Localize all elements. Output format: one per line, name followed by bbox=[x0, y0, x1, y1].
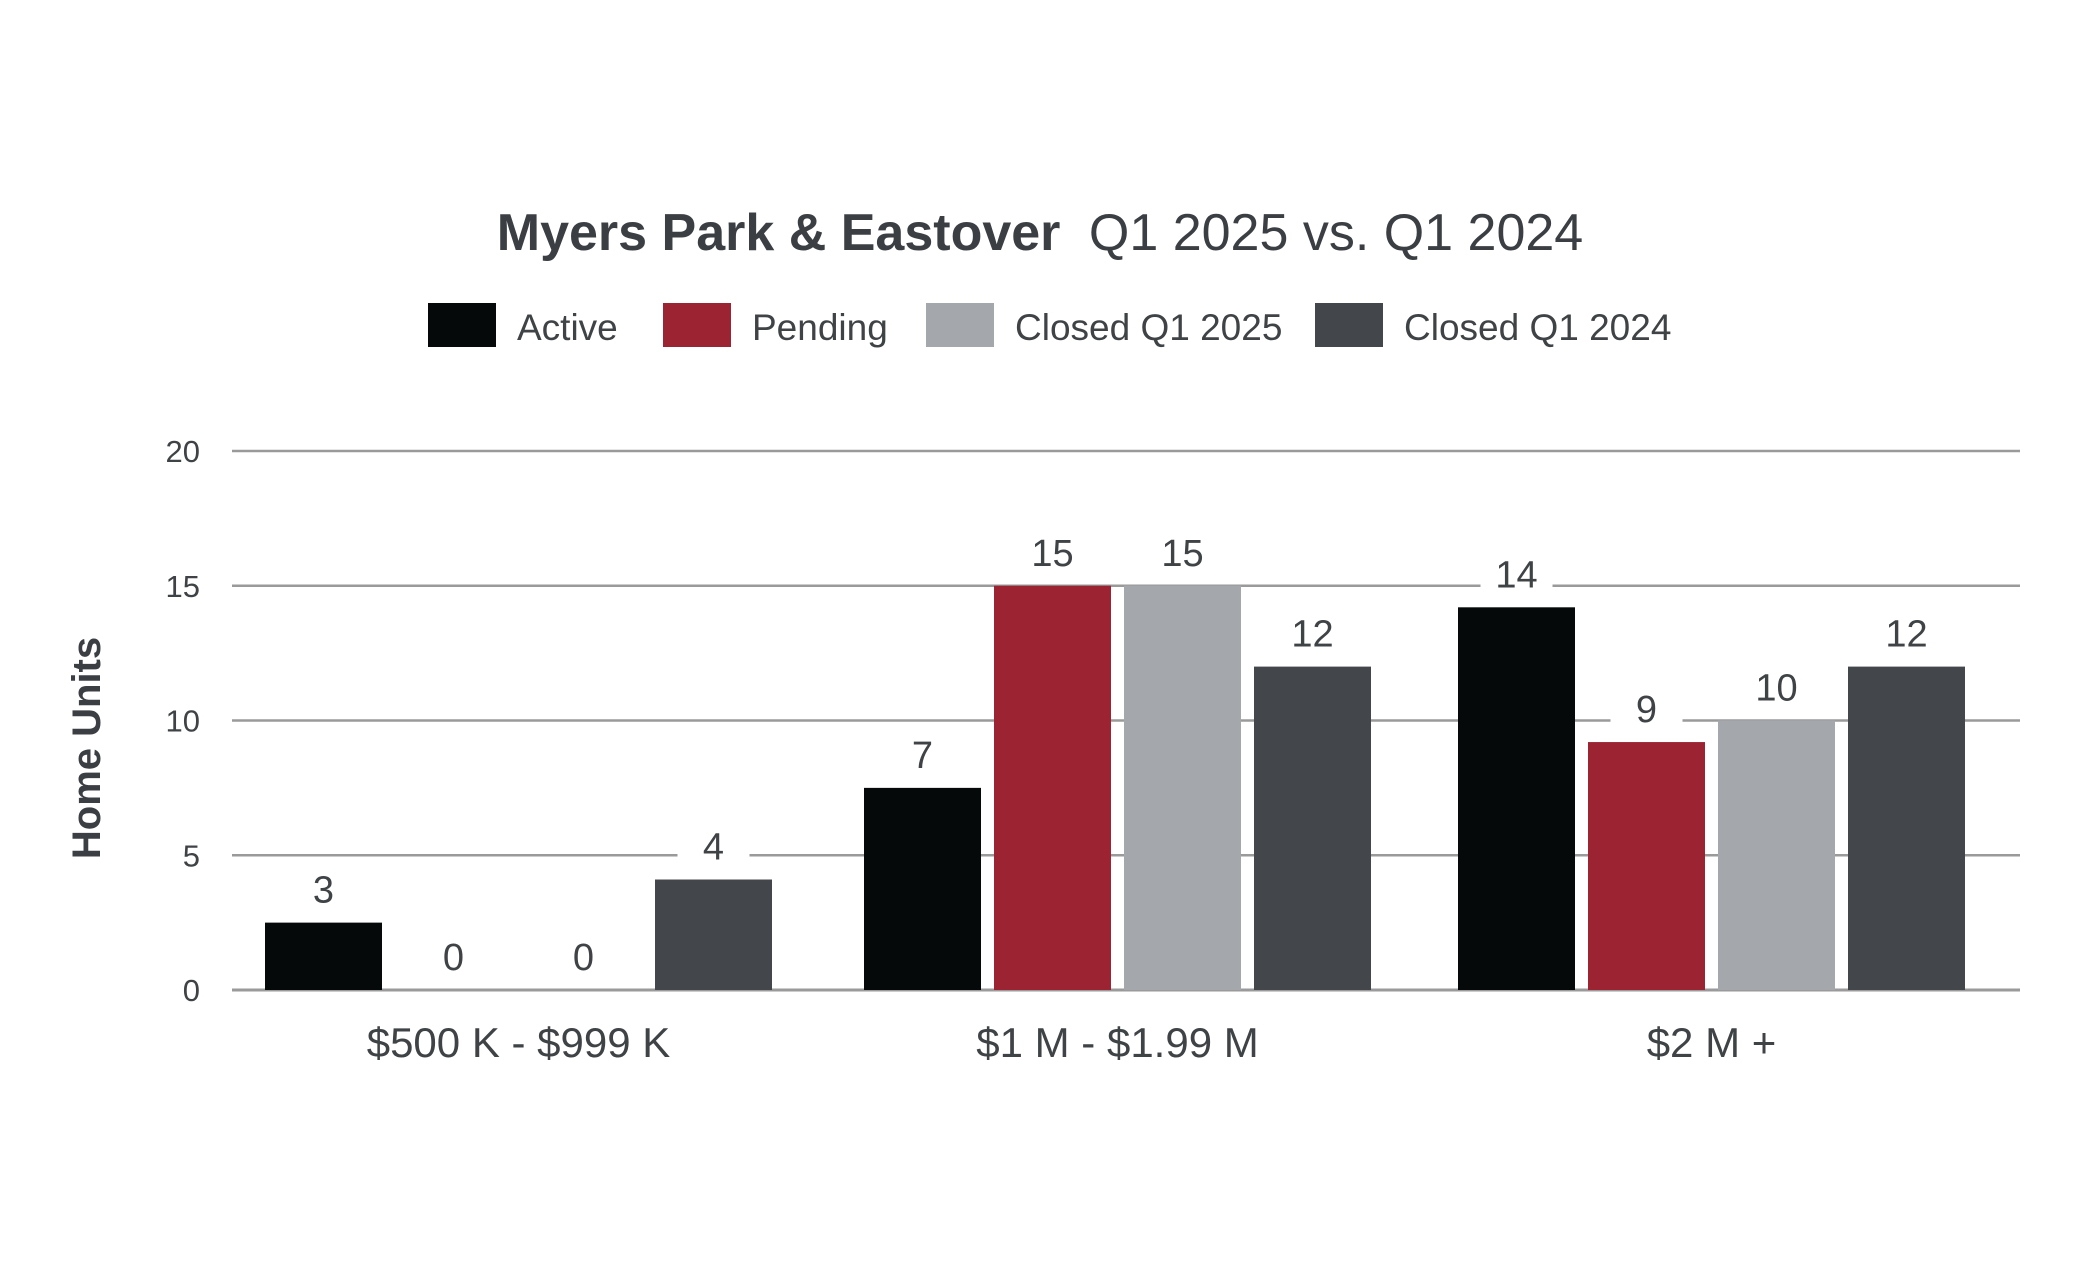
data-label-bg bbox=[1016, 531, 1089, 574]
data-label: 9 bbox=[1636, 689, 1657, 731]
y-axis-label: Home Units bbox=[65, 637, 109, 859]
data-label: 15 bbox=[1161, 533, 1203, 575]
data-label: 12 bbox=[1885, 614, 1927, 656]
chart-title: Myers Park & Eastover Q1 2025 vs. Q1 202… bbox=[497, 204, 1583, 262]
y-tick-label: 20 bbox=[166, 434, 200, 469]
data-label: 3 bbox=[313, 870, 334, 912]
data-labels: 3 0 0 4 7 15 15 12 14 9 10 12 bbox=[287, 531, 1943, 979]
data-label-bg bbox=[1740, 666, 1813, 709]
chart-title-rest: Q1 2025 vs. Q1 2024 bbox=[1089, 204, 1583, 262]
data-label: 4 bbox=[703, 827, 724, 869]
bar-1-0 bbox=[864, 787, 981, 990]
legend-label: Pending bbox=[752, 307, 888, 348]
legend-swatch-3 bbox=[1315, 303, 1383, 347]
data-label: 0 bbox=[443, 937, 464, 979]
legend-label: Closed Q1 2025 bbox=[1015, 307, 1282, 348]
data-label-bg bbox=[287, 868, 360, 911]
legend: Active Pending Closed Q1 2025 Closed Q1 202… bbox=[428, 303, 1671, 348]
bar-1-3 bbox=[1254, 666, 1371, 990]
data-label: 0 bbox=[573, 937, 594, 979]
data-label-bg bbox=[417, 936, 490, 978]
bar-2-0 bbox=[1458, 607, 1575, 990]
x-tick-label: $2 M + bbox=[1647, 1019, 1777, 1066]
data-label: 10 bbox=[1755, 668, 1797, 710]
bar-1-2 bbox=[1124, 585, 1241, 990]
data-label-bg bbox=[1610, 688, 1683, 731]
bar-2-2 bbox=[1718, 720, 1835, 990]
y-tick-label: 5 bbox=[183, 838, 200, 873]
x-tick-label: $500 K - $999 K bbox=[367, 1019, 671, 1066]
data-label-bg bbox=[547, 936, 620, 978]
data-label-bg bbox=[1276, 612, 1349, 655]
bar-2-3 bbox=[1848, 666, 1965, 990]
x-axis-ticks: $500 K - $999 K $1 M - $1.99 M $2 M + bbox=[367, 1019, 1777, 1066]
data-label-bg bbox=[886, 733, 959, 776]
data-label: 14 bbox=[1495, 554, 1537, 596]
y-tick-label: 15 bbox=[166, 569, 200, 604]
bars bbox=[265, 585, 1965, 990]
legend-swatch-2 bbox=[926, 303, 994, 347]
data-label-bg bbox=[677, 825, 750, 868]
y-tick-label: 10 bbox=[166, 704, 200, 739]
data-label-bg bbox=[1480, 553, 1553, 596]
data-label: 15 bbox=[1031, 533, 1073, 575]
legend-label: Active bbox=[517, 307, 618, 348]
data-label: 7 bbox=[912, 735, 933, 777]
chart-title-bold: Myers Park & Eastover bbox=[497, 204, 1061, 262]
y-axis-ticks: 0 5 10 15 20 bbox=[166, 434, 200, 1008]
legend-label: Closed Q1 2024 bbox=[1404, 307, 1671, 348]
bar-2-1 bbox=[1588, 742, 1705, 990]
bar-1-1 bbox=[994, 585, 1111, 990]
y-tick-label: 0 bbox=[183, 973, 200, 1008]
legend-swatch-1 bbox=[663, 303, 731, 347]
data-label-bg bbox=[1870, 612, 1943, 655]
legend-swatch-0 bbox=[428, 303, 496, 347]
x-tick-label: $1 M - $1.99 M bbox=[976, 1019, 1258, 1066]
bar-0-0 bbox=[265, 922, 382, 990]
bar-0-3 bbox=[655, 879, 772, 990]
data-label: 12 bbox=[1291, 614, 1333, 656]
data-label-bg bbox=[1146, 531, 1219, 574]
